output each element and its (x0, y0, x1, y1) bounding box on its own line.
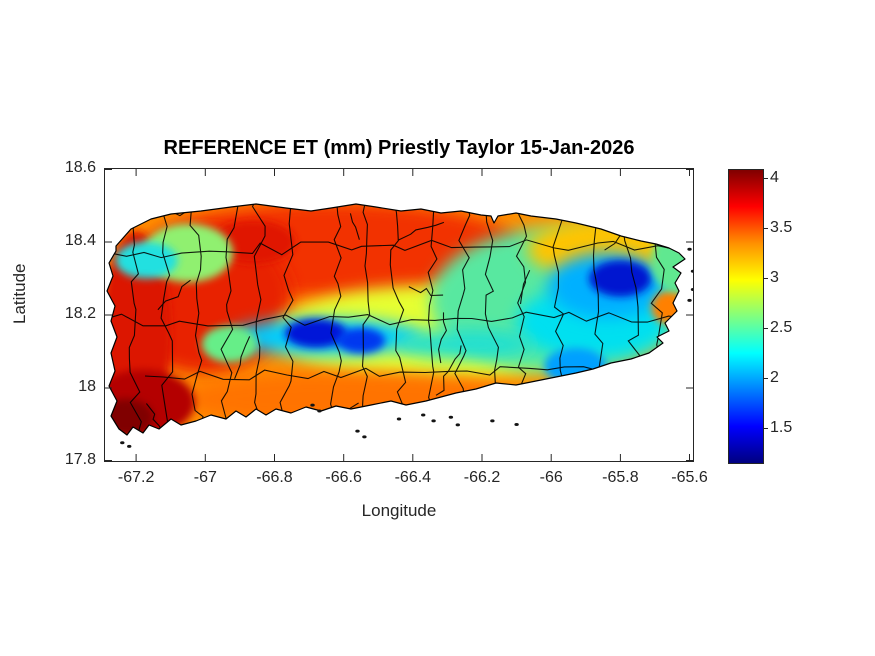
colorbar-tick (764, 228, 768, 229)
region-arecibo-red-hotspot (212, 220, 296, 264)
region-fajardo-green (651, 231, 685, 290)
offshore-cays (120, 247, 693, 448)
colorbar-tick (764, 278, 768, 279)
region-cordillera-dark-blue-east (336, 327, 386, 354)
region-maricao-green (201, 325, 258, 363)
y-tick-label: 18.4 (64, 232, 96, 249)
colorbar-tick (764, 178, 768, 179)
y-tick-label: 17.8 (64, 451, 96, 468)
x-tick-label: -65.8 (602, 469, 639, 486)
y-tick-label: 18.2 (64, 305, 96, 322)
x-tick-label: -66.6 (325, 469, 362, 486)
colorbar-tick-label: 1.5 (770, 419, 793, 436)
y-tick-label: 18.6 (64, 159, 96, 176)
x-tick-label: -66 (539, 469, 563, 486)
x-tick-label: -66.2 (463, 469, 501, 486)
colorbar-tick-label: 2 (770, 369, 779, 386)
y-tick-label: 18 (78, 378, 96, 395)
colorbar-tick-label: 4 (770, 169, 779, 186)
coastline (106, 203, 686, 436)
x-tick-label: -66.4 (394, 469, 432, 486)
colorbar-tick-label: 2.5 (770, 319, 793, 336)
x-tick-label: -66.8 (256, 469, 293, 486)
chart-title: REFERENCE ET (mm) Priestly Taylor 15-Jan… (163, 137, 635, 159)
colorbar-tick-label: 3 (770, 269, 779, 286)
colorbar-tick (764, 378, 768, 379)
municipality-boundaries (107, 204, 685, 435)
colorbar-tick (764, 428, 768, 429)
x-tick-label: -67 (193, 469, 217, 486)
colorbar (728, 169, 764, 464)
et-color-field (107, 204, 685, 435)
region-el-yunque-dark-blue (589, 260, 652, 297)
region-southeast-blue (544, 347, 607, 385)
colorbar-tick-label: 3.5 (770, 219, 793, 236)
plot-area (104, 168, 694, 462)
x-tick-label: -65.6 (671, 469, 708, 486)
axis-ticks (105, 169, 693, 461)
puerto-rico-et-map (105, 169, 693, 461)
region-northwest-cyan (115, 242, 178, 279)
colorbar-tick (764, 328, 768, 329)
x-tick-label: -67.2 (117, 469, 155, 486)
x-axis-label: Longitude (361, 501, 437, 520)
